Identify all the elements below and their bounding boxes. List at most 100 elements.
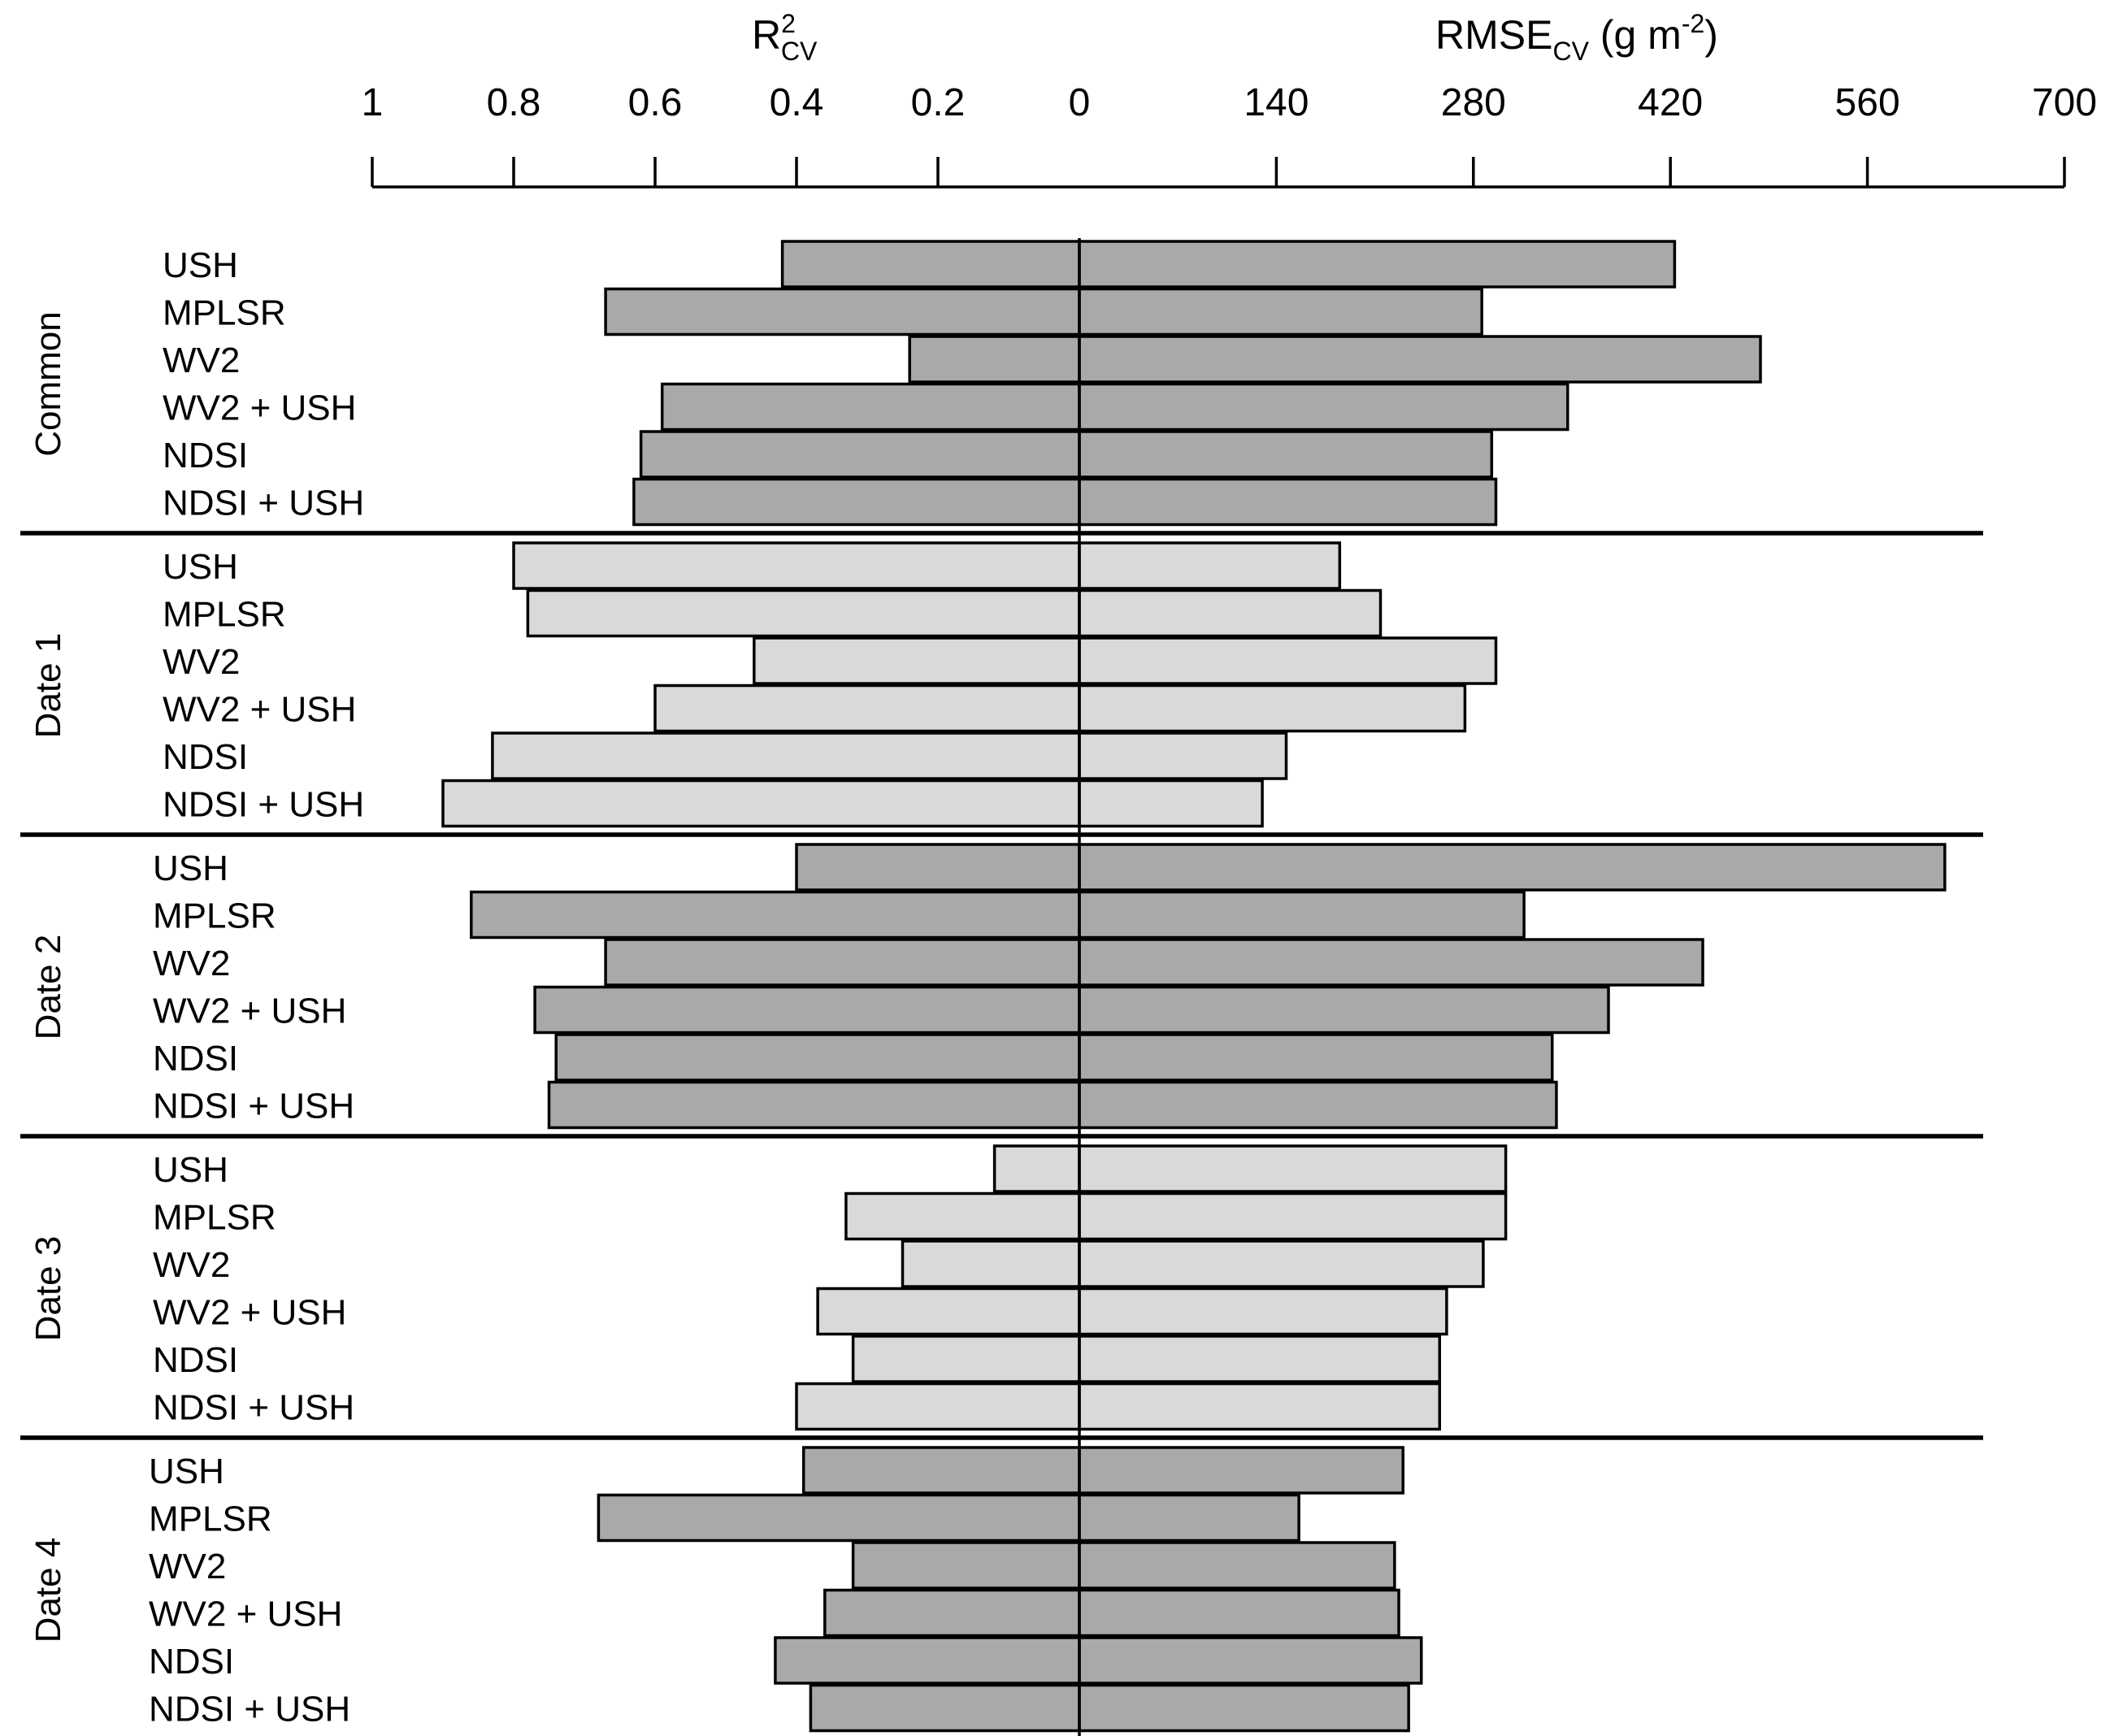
r2-bar: [801, 1446, 1081, 1495]
rmse-bar: [1078, 636, 1498, 685]
rmse-bar: [1078, 1683, 1410, 1733]
r2-bar: [795, 1382, 1081, 1431]
r2-bar: [604, 938, 1081, 987]
rmse-bar: [1078, 477, 1498, 527]
category-label: USH: [153, 1150, 228, 1190]
r2-bar: [851, 1541, 1081, 1590]
labels-layer: USH MPLSR WV2 WV2 + USH NDSI NDSI + USH Common…: [28, 245, 364, 1729]
category-label: USH: [163, 547, 238, 587]
r2-bar: [851, 1335, 1081, 1383]
rmse-bar: [1078, 335, 1762, 384]
category-label: NDSI + USH: [149, 1690, 350, 1729]
r2-bar: [554, 1033, 1081, 1082]
rmse-bar: [1078, 1382, 1441, 1431]
category-label: NDSI: [163, 737, 248, 777]
rmse-bar: [1078, 287, 1483, 336]
r2-bar: [795, 843, 1081, 892]
r2-bar: [639, 430, 1081, 479]
rmse-bar: [1078, 985, 1610, 1035]
r2-bar: [816, 1287, 1081, 1336]
category-label: WV2 + USH: [149, 1595, 342, 1634]
rmse-tick-label: 140: [1244, 81, 1309, 124]
rmse-bar: [1078, 1636, 1423, 1685]
rmse-tick-label: 700: [2032, 81, 2097, 124]
r2-tick-label: 1: [362, 81, 384, 124]
r2-bar: [491, 731, 1081, 780]
category-label: NDSI + USH: [163, 484, 364, 523]
category-label: NDSI + USH: [153, 1388, 354, 1428]
category-label: WV2 + USH: [153, 1293, 346, 1333]
category-label: WV2: [163, 642, 240, 682]
r2-bar: [844, 1191, 1081, 1241]
r2-tick-label: 0: [1069, 81, 1091, 124]
rmse-tick-label: 280: [1441, 81, 1506, 124]
rmse-tick-label: 560: [1835, 81, 1900, 124]
r2-bar: [660, 382, 1081, 432]
r2-bar: [533, 985, 1081, 1035]
rmse-bar: [1078, 1446, 1404, 1495]
category-label: NDSI: [153, 1340, 238, 1380]
rmse-bar: [1078, 1493, 1300, 1543]
rmse-bar: [1078, 684, 1467, 733]
rmse-bar: [1078, 1335, 1441, 1383]
category-label: NDSI: [149, 1642, 234, 1682]
rmse-bar: [1078, 1033, 1554, 1082]
rmse-bar: [1078, 430, 1494, 479]
r2-bar: [992, 1144, 1081, 1193]
category-label: USH: [153, 848, 228, 888]
category-label: NDSI + USH: [163, 785, 364, 825]
r2-bar: [597, 1493, 1081, 1543]
r2-bar: [823, 1588, 1081, 1638]
category-label: WV2: [163, 341, 240, 380]
r2-tick-label: 0.8: [487, 81, 541, 124]
rmse-bar: [1078, 240, 1677, 289]
axis-layer: 1 0.8 0.6 0.4 0.2 0 140 280 420 560 700 R2 CV RMSECV …: [20, 9, 2097, 1440]
rmse-bar: [1078, 938, 1704, 987]
category-label: MPLSR: [149, 1499, 272, 1539]
r2-bar: [901, 1239, 1081, 1288]
category-label: USH: [149, 1452, 224, 1491]
rmse-tick-label: 420: [1638, 81, 1703, 124]
category-label: USH: [163, 245, 238, 285]
rmse-bar: [1078, 588, 1383, 638]
category-label: MPLSR: [163, 595, 286, 635]
rmse-bar: [1078, 1588, 1400, 1638]
r2-bar: [526, 588, 1081, 638]
rmse-bar: [1078, 1239, 1485, 1288]
r2-tick-label: 0.6: [628, 81, 683, 124]
rmse-bar: [1078, 843, 1947, 892]
r2-bar: [547, 1080, 1081, 1130]
r2-bar: [470, 890, 1081, 940]
rmse-bar: [1078, 890, 1526, 940]
bars-layer: [441, 238, 1947, 1736]
group-label: Date 1: [28, 633, 68, 739]
category-label: MPLSR: [163, 293, 286, 333]
rmse-bar: [1078, 731, 1288, 780]
category-label: WV2 + USH: [153, 992, 346, 1031]
category-label: WV2: [153, 1245, 230, 1285]
rmse-bar: [1078, 382, 1569, 432]
r2-bar: [512, 541, 1081, 590]
category-label: MPLSR: [153, 896, 276, 936]
category-label: WV2: [149, 1547, 226, 1586]
category-label: NDSI: [163, 436, 248, 475]
r2-bar: [632, 477, 1081, 527]
rmse-bar: [1078, 1144, 1508, 1193]
group-label: Date 4: [28, 1538, 68, 1643]
group-label: Date 2: [28, 935, 68, 1040]
rmse-bar: [1078, 541, 1342, 590]
r2-bar: [753, 636, 1081, 685]
rmse-bar: [1078, 1541, 1396, 1590]
group-label: Common: [28, 311, 68, 457]
r2-tick-label: 0.2: [911, 81, 966, 124]
category-label: MPLSR: [153, 1198, 276, 1238]
category-label: NDSI + USH: [153, 1087, 354, 1126]
r2-tick-label: 0.4: [770, 81, 824, 124]
r2-bar: [653, 684, 1081, 733]
r2-bar: [809, 1683, 1081, 1733]
r2-bar: [774, 1636, 1081, 1685]
category-label: WV2 + USH: [163, 388, 356, 428]
r2-axis-title: R2 CV: [752, 9, 818, 66]
r2-bar: [780, 240, 1081, 289]
